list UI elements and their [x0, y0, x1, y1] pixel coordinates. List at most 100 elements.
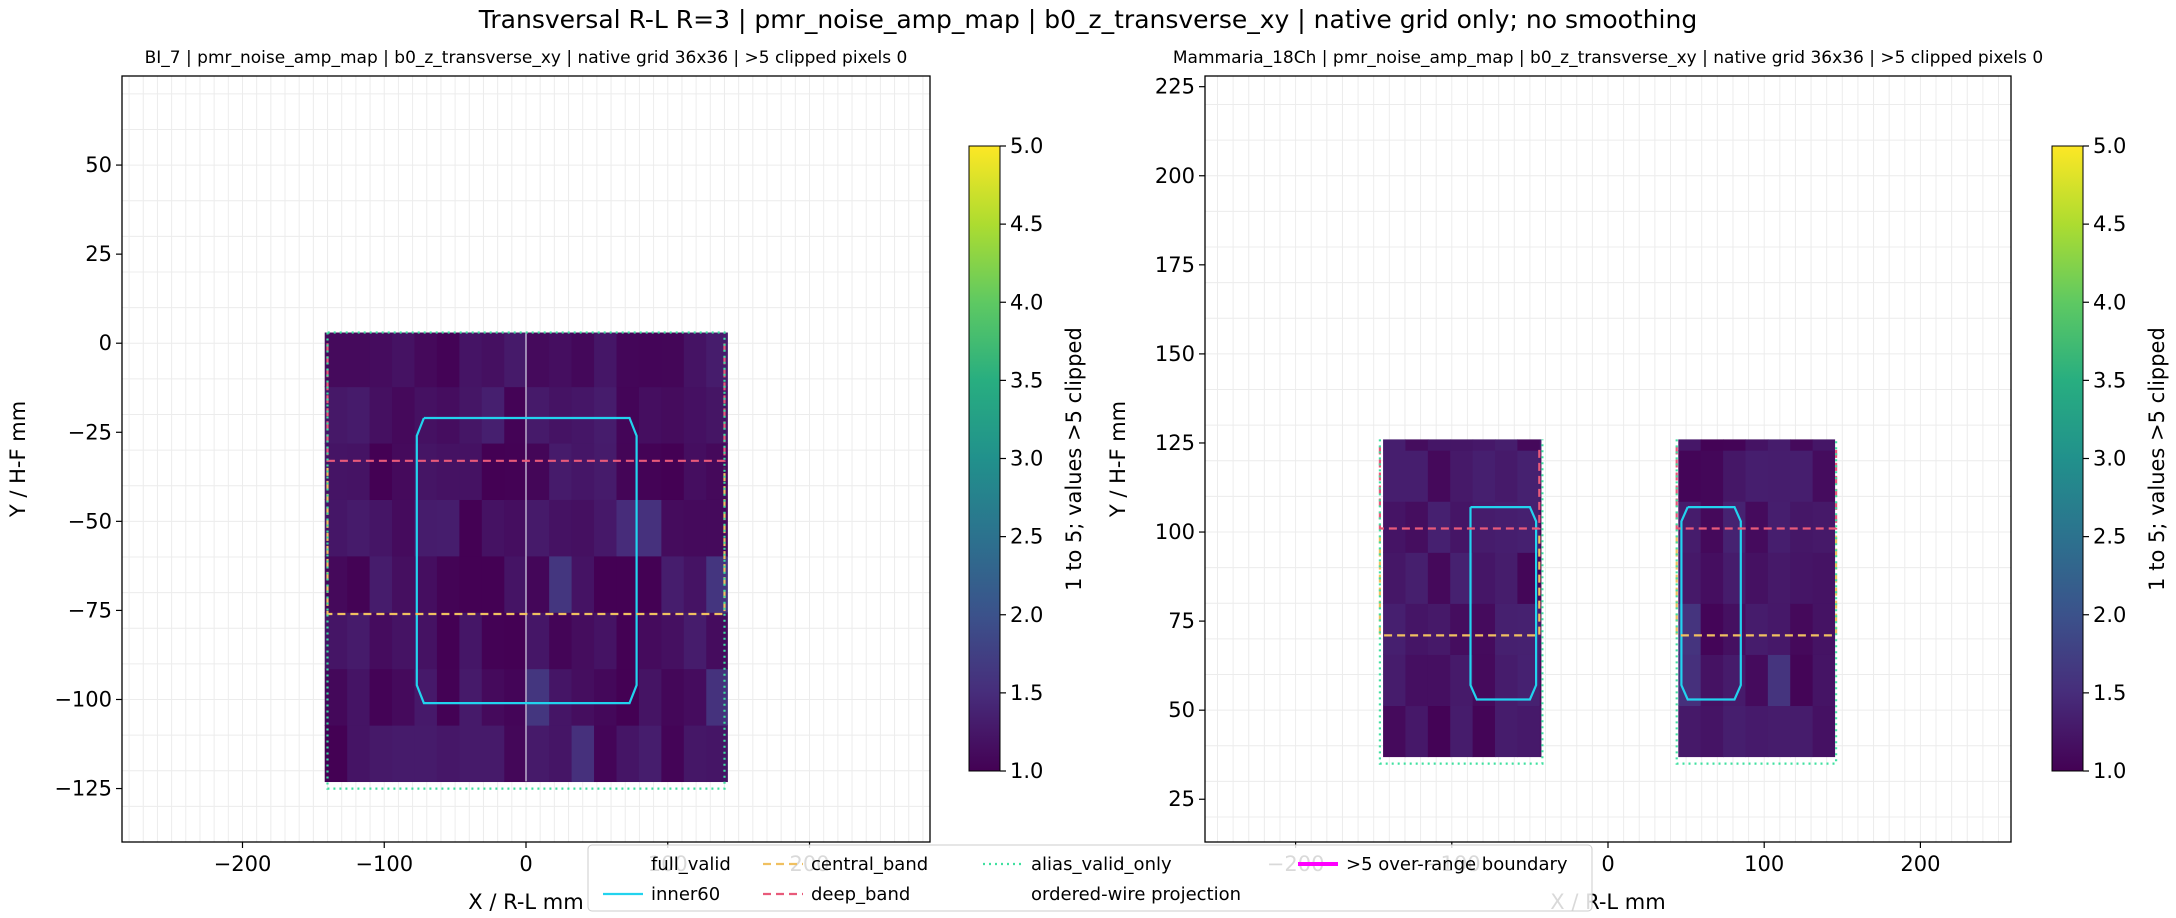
- heatmap-cell: [1383, 705, 1407, 758]
- heatmap-cell: [436, 386, 460, 444]
- y-tick-label: 175: [1155, 253, 1195, 277]
- y-tick-label: 0: [99, 331, 112, 355]
- heatmap-cell: [1812, 439, 1836, 451]
- colorbar-tick-label: 4.5: [1010, 212, 1043, 236]
- legend-label: ordered-wire projection: [1031, 884, 1241, 905]
- heatmap-cell: [549, 386, 573, 444]
- y-tick-label: −125: [54, 777, 112, 801]
- heatmap-cell: [1723, 439, 1747, 451]
- heatmap-cell: [1405, 501, 1429, 553]
- heatmap-cell: [616, 332, 640, 388]
- heatmap-cell: [683, 386, 707, 444]
- heatmap-cell: [459, 499, 483, 557]
- heatmap-cell: [661, 386, 685, 444]
- heatmap-cells-bi7: [324, 332, 728, 783]
- colorbar-tick-label: 5.0: [1010, 134, 1043, 158]
- heatmap-cell: [504, 555, 528, 613]
- heatmap-cell: [1427, 450, 1451, 502]
- y-tick-label: 75: [1168, 609, 1195, 633]
- heatmap-cell: [504, 612, 528, 670]
- heatmap-cell: [526, 386, 550, 444]
- heatmap-cell: [459, 668, 483, 726]
- heatmap-cell: [1790, 552, 1814, 604]
- heatmap-cell: [1812, 705, 1836, 758]
- heatmap-cell: [616, 668, 640, 726]
- region-alias_left: [1378, 439, 1544, 765]
- grid-mammaria: [1205, 76, 2011, 842]
- heatmap-cell: [1405, 439, 1429, 451]
- heatmap-cell: [324, 555, 348, 613]
- heatmap-cell: [1427, 654, 1451, 707]
- heatmap-cell: [1405, 705, 1429, 758]
- heatmap-cell: [324, 612, 348, 670]
- region-outlines-bi7: [326, 331, 726, 790]
- heatmap-cell: [481, 499, 505, 557]
- heatmap-cell: [504, 668, 528, 726]
- heatmap-cell: [1812, 654, 1836, 707]
- heatmap-cell: [324, 499, 348, 557]
- heatmap-cell: [1790, 654, 1814, 707]
- y-ticks-bi7: 50 25 0 −25 −50 −75 −100 −125: [54, 153, 122, 801]
- heatmap-cell: [638, 442, 662, 500]
- heatmap-cell: [369, 555, 393, 613]
- heatmap-cell: [481, 725, 505, 783]
- heatmap-cell: [1495, 501, 1519, 553]
- heatmap-cell: [392, 555, 416, 613]
- y-tick-label: 125: [1155, 431, 1195, 455]
- heatmap-cell: [481, 332, 505, 388]
- heatmap-cell: [1745, 450, 1769, 502]
- colorbar-tick-label: 1.0: [2093, 759, 2126, 783]
- heatmap-cell: [571, 332, 595, 388]
- heatmap-cell: [1767, 552, 1791, 604]
- heatmap-cell: [683, 668, 707, 726]
- heatmap-cell: [1700, 450, 1724, 502]
- heatmap-cell: [594, 555, 618, 613]
- heatmap-cell: [1517, 501, 1541, 553]
- heatmap-cell: [661, 442, 685, 500]
- heatmap-cell: [1723, 705, 1747, 758]
- heatmap-cell: [414, 555, 438, 613]
- heatmap-cell: [1472, 552, 1496, 604]
- heatmap-cell: [1700, 552, 1724, 604]
- y-tick-label: 100: [1155, 520, 1195, 544]
- heatmap-cell: [414, 725, 438, 783]
- heatmap-cell: [1745, 552, 1769, 604]
- heatmap-cell: [1790, 603, 1814, 655]
- heatmap-cell: [414, 332, 438, 388]
- heatmap-cell: [1472, 705, 1496, 758]
- region-inner60: [415, 416, 638, 705]
- heatmap-cell: [661, 725, 685, 783]
- heatmap-cell: [571, 725, 595, 783]
- y-tick-label: 50: [1168, 698, 1195, 722]
- heatmap-cell: [347, 442, 371, 500]
- colorbar-tick-label: 4.5: [2093, 212, 2126, 236]
- y-tick-label: 25: [85, 242, 112, 266]
- heatmap-cell: [324, 442, 348, 500]
- y-tick-label: 25: [1168, 787, 1195, 811]
- heatmap-cell: [481, 668, 505, 726]
- heatmap-cell: [594, 499, 618, 557]
- heatmap-cell: [1723, 603, 1747, 655]
- heatmap-cell: [1517, 552, 1541, 604]
- heatmap-cell: [549, 612, 573, 670]
- heatmap-cell: [392, 386, 416, 444]
- x-axis-label-bi7: X / R-L mm: [468, 890, 583, 914]
- y-tick-label: −25: [68, 420, 112, 444]
- heatmap-cell: [638, 386, 662, 444]
- heatmap-cell: [324, 668, 348, 726]
- heatmap-cell: [1700, 654, 1724, 707]
- heatmap-cell: [1450, 603, 1474, 655]
- heatmap-cell: [1495, 654, 1519, 707]
- heatmap-cell: [1539, 450, 1542, 502]
- colorbar-tick-label: 2.0: [2093, 603, 2126, 627]
- heatmap-cell: [414, 612, 438, 670]
- colorbar-bi7: 1.0 1.5 2.0 2.5 3.0 3.5 4.0 4.5 5.0 1 to 5; valu…: [968, 134, 1086, 783]
- heatmap-cell: [1723, 450, 1747, 502]
- legend-box: [587, 844, 1593, 912]
- heatmap-cell: [414, 499, 438, 557]
- heatmap-cell: [369, 668, 393, 726]
- legend-label: inner60: [651, 884, 720, 905]
- heatmap-cell: [706, 332, 728, 388]
- region-central_band: [326, 467, 726, 616]
